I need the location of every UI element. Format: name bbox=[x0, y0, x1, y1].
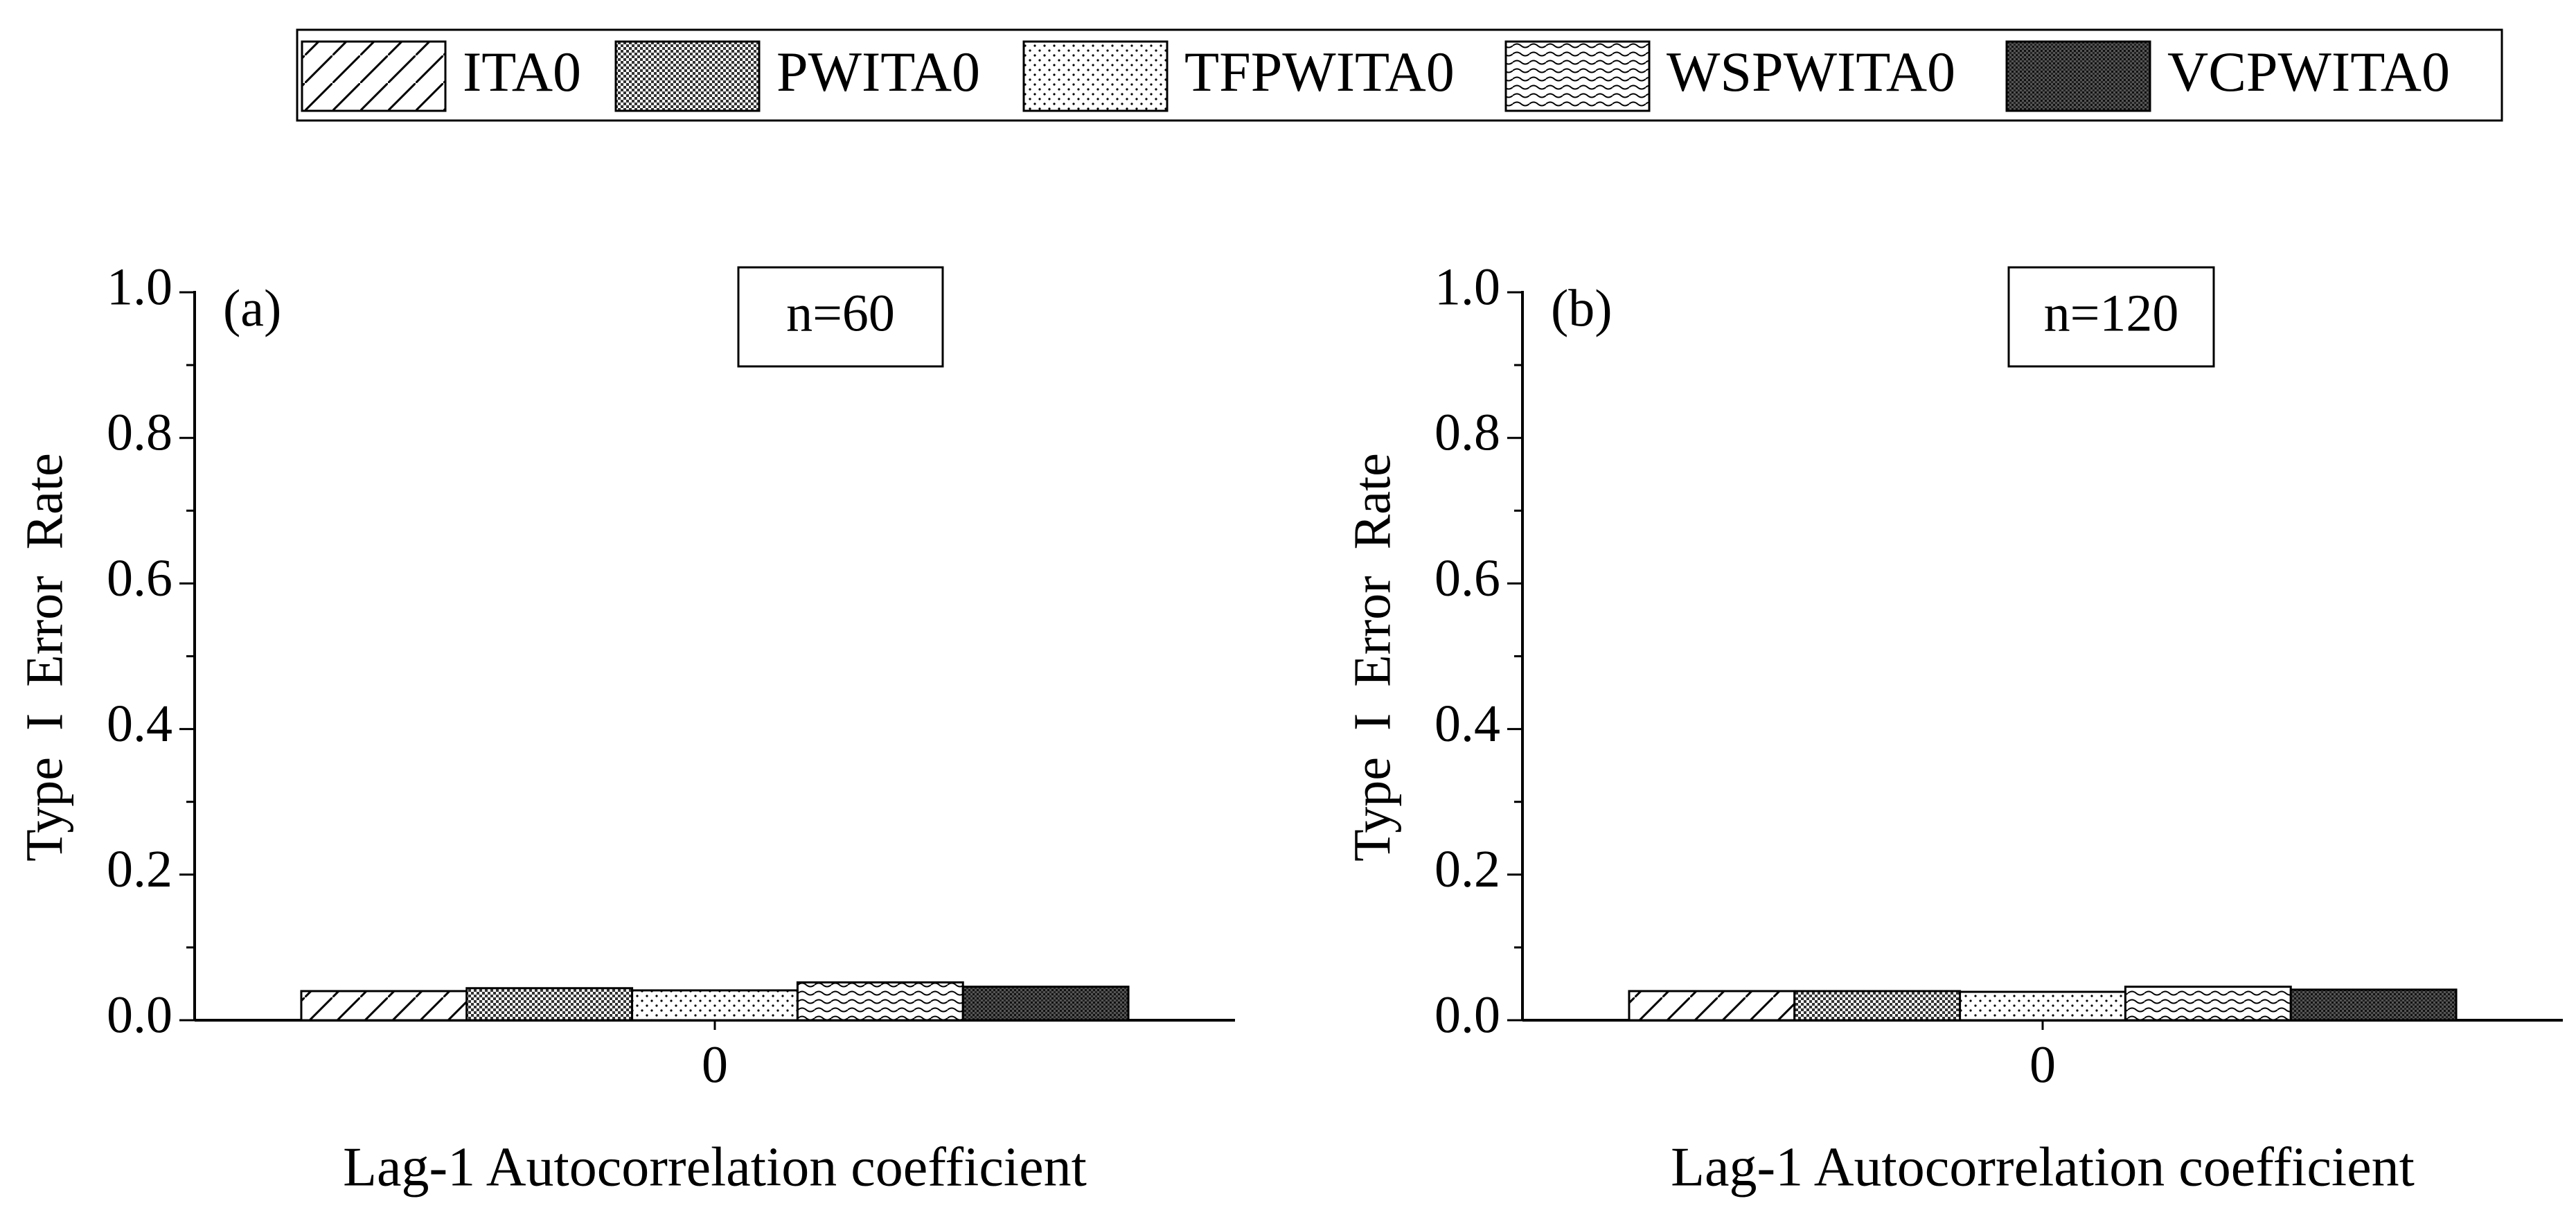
annotation-box bbox=[737, 266, 944, 368]
bar bbox=[1793, 990, 1962, 1022]
legend-label: ITA0 bbox=[463, 40, 581, 103]
y-axis-label: Type I Error Rate bbox=[1343, 453, 1401, 862]
legend-box bbox=[296, 28, 2503, 122]
y-tick-label: 0.6 bbox=[107, 549, 172, 607]
y-tick-label: 1.0 bbox=[1434, 258, 1500, 316]
bar bbox=[1959, 990, 2126, 1022]
panel-label: (b) bbox=[1551, 279, 1613, 337]
legend-label: PWITA0 bbox=[776, 40, 980, 103]
y-tick-label: 0.4 bbox=[1434, 695, 1500, 753]
x-axis-label: Lag-1 Autocorrelation coefficient bbox=[343, 1137, 1087, 1198]
legend-swatch bbox=[301, 40, 447, 112]
y-tick-label: 0.0 bbox=[1434, 986, 1500, 1044]
x-tick-label: 0 bbox=[2029, 1035, 2056, 1094]
bar bbox=[465, 987, 634, 1022]
y-axis-label: Type I Error Rate bbox=[15, 453, 73, 862]
y-tick-label: 0.2 bbox=[107, 840, 172, 898]
x-tick-label: 0 bbox=[702, 1035, 728, 1094]
bar bbox=[2124, 986, 2292, 1022]
x-axis-label: Lag-1 Autocorrelation coefficient bbox=[1671, 1137, 2415, 1198]
bar bbox=[300, 990, 468, 1022]
legend-label: VCPWITA0 bbox=[2167, 40, 2450, 103]
legend-swatch bbox=[1022, 40, 1169, 112]
panel-label: (a) bbox=[223, 279, 281, 337]
legend-swatch bbox=[614, 40, 761, 112]
y-tick-label: 0.0 bbox=[107, 986, 172, 1044]
y-tick-label: 0.8 bbox=[1434, 404, 1500, 462]
annotation: n=60 bbox=[786, 284, 895, 342]
legend-swatch bbox=[1504, 40, 1651, 112]
bar bbox=[1628, 990, 1796, 1022]
y-tick-label: 0.2 bbox=[1434, 840, 1500, 898]
y-tick-label: 1.0 bbox=[107, 258, 172, 316]
annotation-box bbox=[2007, 266, 2215, 368]
legend-label: TFPWITA0 bbox=[1184, 40, 1455, 103]
y-tick-label: 0.8 bbox=[107, 404, 172, 462]
legend-swatch bbox=[2005, 40, 2151, 112]
y-tick-label: 0.4 bbox=[107, 695, 172, 753]
y-tick-label: 0.6 bbox=[1434, 549, 1500, 607]
bar bbox=[2289, 988, 2458, 1022]
legend-label: WSPWITA0 bbox=[1667, 40, 1955, 103]
bar bbox=[631, 989, 799, 1022]
annotation: n=120 bbox=[2044, 284, 2179, 342]
bar bbox=[961, 986, 1130, 1022]
bar bbox=[796, 981, 964, 1022]
